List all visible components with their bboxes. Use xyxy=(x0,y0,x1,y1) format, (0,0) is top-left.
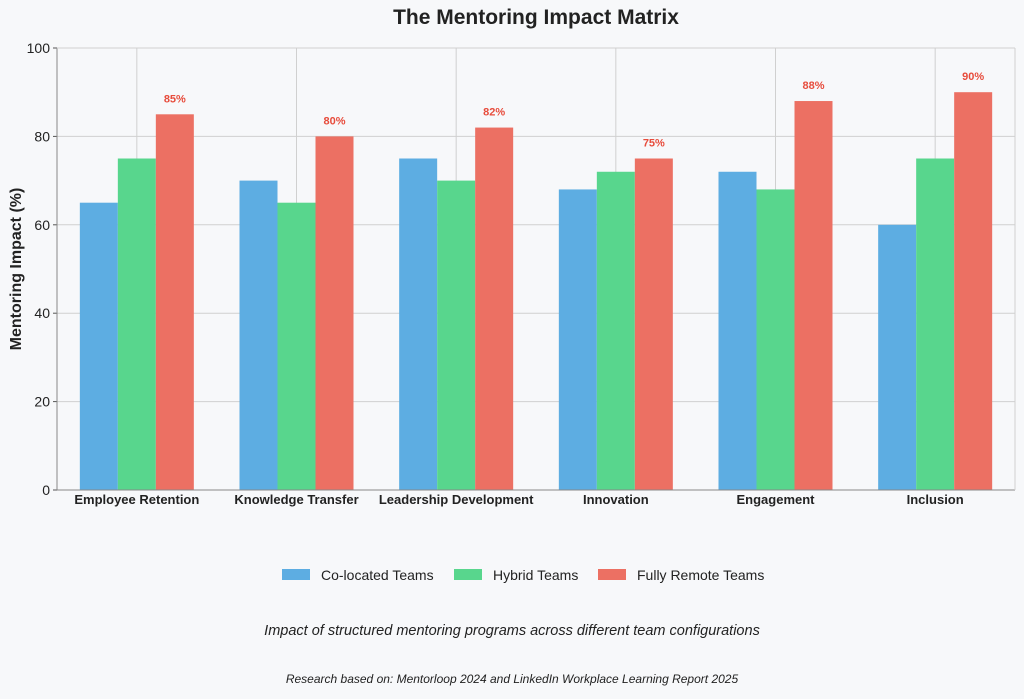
bar xyxy=(718,171,757,490)
y-tick-label: 0 xyxy=(42,482,50,498)
data-label: 82% xyxy=(483,107,505,119)
data-label: 80% xyxy=(323,115,345,127)
x-tick-label: Knowledge Transfer xyxy=(234,492,358,507)
legend-label: Hybrid Teams xyxy=(493,567,578,583)
bar xyxy=(239,180,278,490)
x-tick-label: Innovation xyxy=(583,492,649,507)
legend-swatch xyxy=(598,569,626,580)
bar xyxy=(756,189,795,490)
data-label: 85% xyxy=(164,93,186,105)
bar xyxy=(399,158,438,490)
bar xyxy=(954,92,993,490)
chart-subtitle: Impact of structured mentoring programs … xyxy=(264,623,760,639)
bar xyxy=(277,202,316,490)
legend: Co-located Teams Hybrid Teams Fully Remote… xyxy=(282,567,764,583)
plot-area xyxy=(57,48,1015,490)
data-label: 88% xyxy=(802,80,824,92)
bar xyxy=(634,158,673,490)
legend-label: Co-located Teams xyxy=(321,567,434,583)
bar xyxy=(437,180,476,490)
legend-swatch xyxy=(282,569,310,580)
y-axis-label: Mentoring Impact (%) xyxy=(8,188,25,351)
x-tick-label: Leadership Development xyxy=(379,492,534,507)
y-tick-label: 100 xyxy=(27,40,51,56)
y-tick-label: 20 xyxy=(34,394,50,410)
bar xyxy=(155,114,194,491)
legend-swatch xyxy=(454,569,482,580)
x-tick-label: Inclusion xyxy=(907,492,964,507)
x-tick-label: Engagement xyxy=(736,492,815,507)
source-note: Research based on: Mentorloop 2024 and L… xyxy=(286,672,739,686)
bar xyxy=(117,158,156,490)
bar xyxy=(916,158,955,490)
x-tick-label: Employee Retention xyxy=(74,492,199,507)
y-tick-label: 80 xyxy=(34,128,50,144)
bars: 85% 80% 82% 75% 88% 90% xyxy=(79,71,993,491)
axes: 0 20 40 60 80 100 Employee Retention Knowledge … xyxy=(27,40,1016,507)
bar xyxy=(315,136,354,490)
data-label: 90% xyxy=(962,71,984,83)
bar xyxy=(79,202,118,490)
bar xyxy=(794,101,833,490)
chart-title: The Mentoring Impact Matrix xyxy=(393,6,679,29)
legend-label: Fully Remote Teams xyxy=(637,567,764,583)
bar xyxy=(475,127,514,490)
bar xyxy=(558,189,597,490)
data-label: 75% xyxy=(643,138,665,150)
grid xyxy=(57,47,1015,491)
y-tick-label: 40 xyxy=(34,305,50,321)
bar xyxy=(878,224,917,491)
bar xyxy=(596,171,635,490)
y-tick-label: 60 xyxy=(34,217,50,233)
